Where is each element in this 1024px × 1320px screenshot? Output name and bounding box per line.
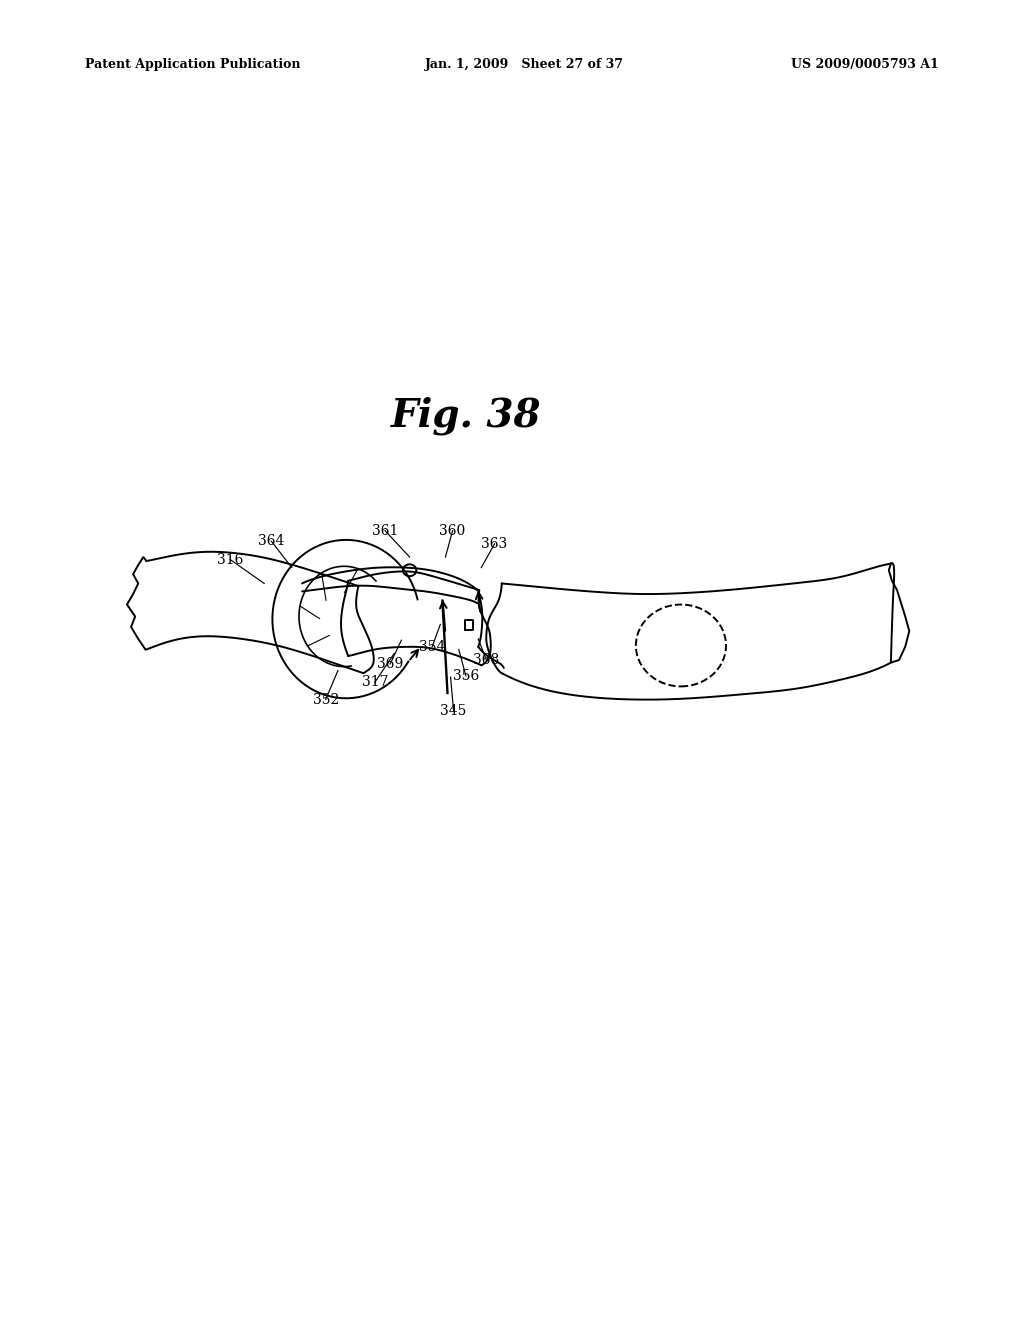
Text: Fig. 38: Fig. 38	[391, 396, 541, 436]
Text: 363: 363	[481, 537, 508, 550]
Text: 316: 316	[217, 553, 244, 566]
Text: US 2009/0005793 A1: US 2009/0005793 A1	[792, 58, 939, 71]
Text: 368: 368	[473, 653, 500, 667]
Text: 354: 354	[419, 640, 445, 653]
Text: 364: 364	[258, 535, 285, 548]
Text: 361: 361	[372, 524, 398, 537]
Text: 369: 369	[377, 657, 403, 671]
Text: 352: 352	[312, 693, 339, 706]
Text: 317: 317	[361, 676, 388, 689]
Text: 345: 345	[440, 705, 467, 718]
Text: Jan. 1, 2009   Sheet 27 of 37: Jan. 1, 2009 Sheet 27 of 37	[425, 58, 624, 71]
Text: 356: 356	[453, 669, 479, 682]
Text: 360: 360	[439, 524, 466, 537]
Text: Patent Application Publication: Patent Application Publication	[85, 58, 300, 71]
